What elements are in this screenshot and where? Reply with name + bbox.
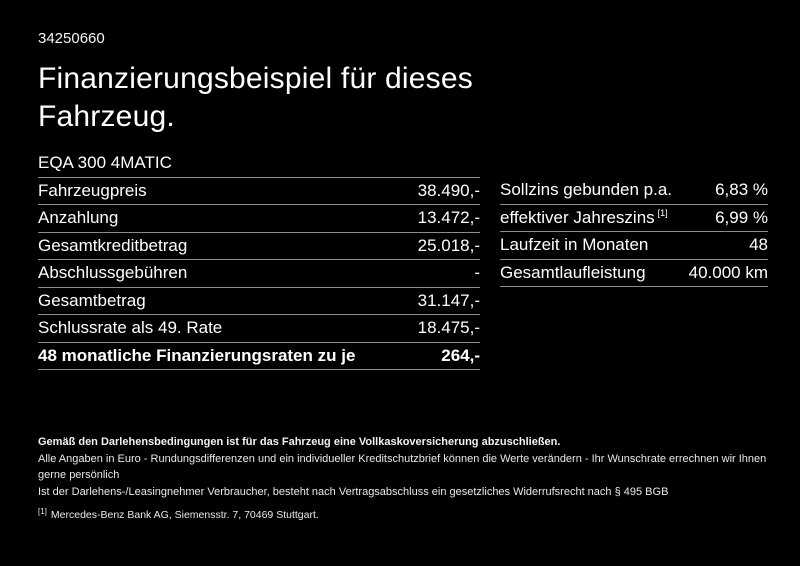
- row-label: Gesamtkreditbetrag: [38, 235, 188, 255]
- row-label: 48 monatliche Finanzierungsraten zu je: [38, 345, 356, 365]
- financing-conditions-table: Sollzins gebunden p.a. 6,83 % effektiver…: [500, 177, 768, 287]
- row-value: 264,-: [441, 345, 480, 365]
- table-row-gesamtbetrag: Gesamtbetrag 31.147,-: [38, 288, 480, 315]
- table-row-laufzeit: Laufzeit in Monaten 48: [500, 232, 768, 260]
- row-label: Fahrzeugpreis: [38, 180, 147, 200]
- row-value: -: [474, 263, 480, 282]
- table-row-abschlussgebuehren: Abschlussgebühren -: [38, 260, 480, 288]
- vehicle-model-row: EQA 300 4MATIC: [38, 150, 480, 178]
- row-value: 38.490,-: [417, 180, 480, 200]
- bank-footnote-text: Mercedes-Benz Bank AG, Siemensstr. 7, 70…: [50, 509, 319, 521]
- row-value: 25.018,-: [417, 235, 480, 255]
- table-row-schlussrate: Schlussrate als 49. Rate 18.475,-: [38, 315, 480, 343]
- footer-note-line3: Ist der Darlehens-/Leasingnehmer Verbrau…: [38, 485, 669, 498]
- table-row-gesamtlaufleistung: Gesamtlaufleistung 40.000 km: [500, 260, 768, 287]
- row-value: 6,83 %: [715, 180, 768, 199]
- row-value: 40.000 km: [688, 262, 768, 282]
- row-label: Abschlussgebühren: [38, 263, 188, 282]
- row-label: Laufzeit in Monaten: [500, 235, 649, 254]
- vehicle-model: EQA 300 4MATIC: [38, 153, 172, 172]
- page-title-line2: Fahrzeug.: [38, 100, 175, 133]
- page-title-line1: Finanzierungsbeispiel für dieses: [38, 62, 473, 95]
- table-row-effektiver-jahreszins: effektiver Jahreszins [1] 6,99 %: [500, 205, 768, 232]
- row-label: Schlussrate als 49. Rate: [38, 318, 223, 337]
- row-label: effektiver Jahreszins [1]: [500, 207, 668, 227]
- page-title: Finanzierungsbeispiel für dieses Fahrzeu…: [38, 60, 768, 136]
- table-row-anzahlung: Anzahlung 13.472,-: [38, 205, 480, 233]
- legal-footer: Gemäß den Darlehensbedingungen ist für d…: [38, 434, 768, 522]
- row-value: 13.472,-: [417, 208, 480, 227]
- financing-tables: EQA 300 4MATIC Fahrzeugpreis 38.490,- An…: [38, 150, 768, 370]
- row-label: Anzahlung: [38, 208, 119, 227]
- row-label: Gesamtbetrag: [38, 290, 146, 310]
- table-row-sollzins: Sollzins gebunden p.a. 6,83 %: [500, 177, 768, 205]
- row-value: 18.475,-: [417, 318, 480, 337]
- vehicle-id: 34250660: [38, 30, 105, 47]
- footer-note-line2: Alle Angaben in Euro - Rundungsdifferenz…: [38, 452, 767, 482]
- row-label: Gesamtlaufleistung: [500, 262, 646, 282]
- table-row-fahrzeugpreis: Fahrzeugpreis 38.490,-: [38, 178, 480, 205]
- financing-cost-table: EQA 300 4MATIC Fahrzeugpreis 38.490,- An…: [38, 150, 480, 370]
- row-value: 48: [749, 235, 768, 254]
- table-row-monthly-rate-total: 48 monatliche Finanzierungsraten zu je 2…: [38, 343, 480, 370]
- footnote-marker: [1]: [38, 506, 47, 516]
- bank-footnote: [1] Mercedes-Benz Bank AG, Siemensstr. 7,…: [38, 506, 768, 522]
- footnote-marker: [1]: [657, 207, 668, 218]
- row-value: 31.147,-: [417, 290, 480, 310]
- insurance-note: Gemäß den Darlehensbedingungen ist für d…: [38, 436, 561, 448]
- row-label: Sollzins gebunden p.a.: [500, 180, 673, 199]
- table-row-gesamtkreditbetrag: Gesamtkreditbetrag 25.018,-: [38, 233, 480, 260]
- row-value: 6,99 %: [715, 207, 768, 227]
